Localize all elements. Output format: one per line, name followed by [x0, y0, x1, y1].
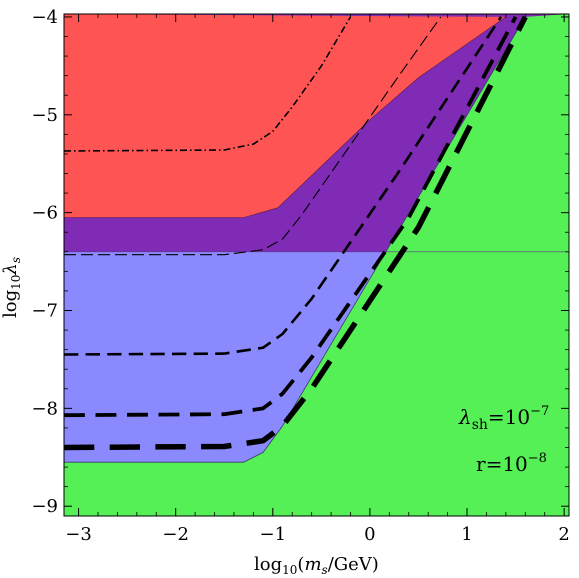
boundary-green	[64, 16, 526, 463]
x-axis-label: log10(ms/GeV)	[254, 554, 379, 577]
annotation-r: r=10−8	[476, 451, 547, 476]
region-green	[64, 14, 569, 516]
y-tick-label-2: −7	[31, 301, 58, 322]
curve-5	[64, 15, 528, 451]
annotation-lambda-sh: λsh=10−7	[458, 404, 549, 433]
curve-3	[64, 16, 503, 356]
plot-frame	[63, 13, 570, 517]
plot-regions	[64, 14, 569, 516]
x-tick-label-2: −1	[260, 524, 287, 545]
x-tick-label-3: 0	[364, 524, 375, 545]
y-tick-label-1: −8	[31, 398, 58, 419]
x-tick-label-5: 2	[558, 524, 569, 545]
x-tick-label-4: 1	[461, 524, 472, 545]
y-tick-label-4: −5	[31, 105, 58, 126]
y-tick-label-5: −4	[31, 7, 58, 28]
y-tick-label-3: −6	[31, 203, 58, 224]
plot-curves	[64, 15, 528, 451]
curve-4	[64, 16, 518, 418]
axis-ticks: −3 −2 −1 0 1 2 −9 −8 −7 −6 −5 −4	[31, 7, 569, 545]
boundary-red	[64, 16, 507, 218]
y-tick-label-0: −9	[31, 496, 58, 517]
y-axis-label: log10λs	[0, 257, 23, 318]
x-tick-label-0: −3	[65, 524, 92, 545]
curve-1	[64, 16, 352, 152]
x-tick-label-1: −2	[162, 524, 189, 545]
